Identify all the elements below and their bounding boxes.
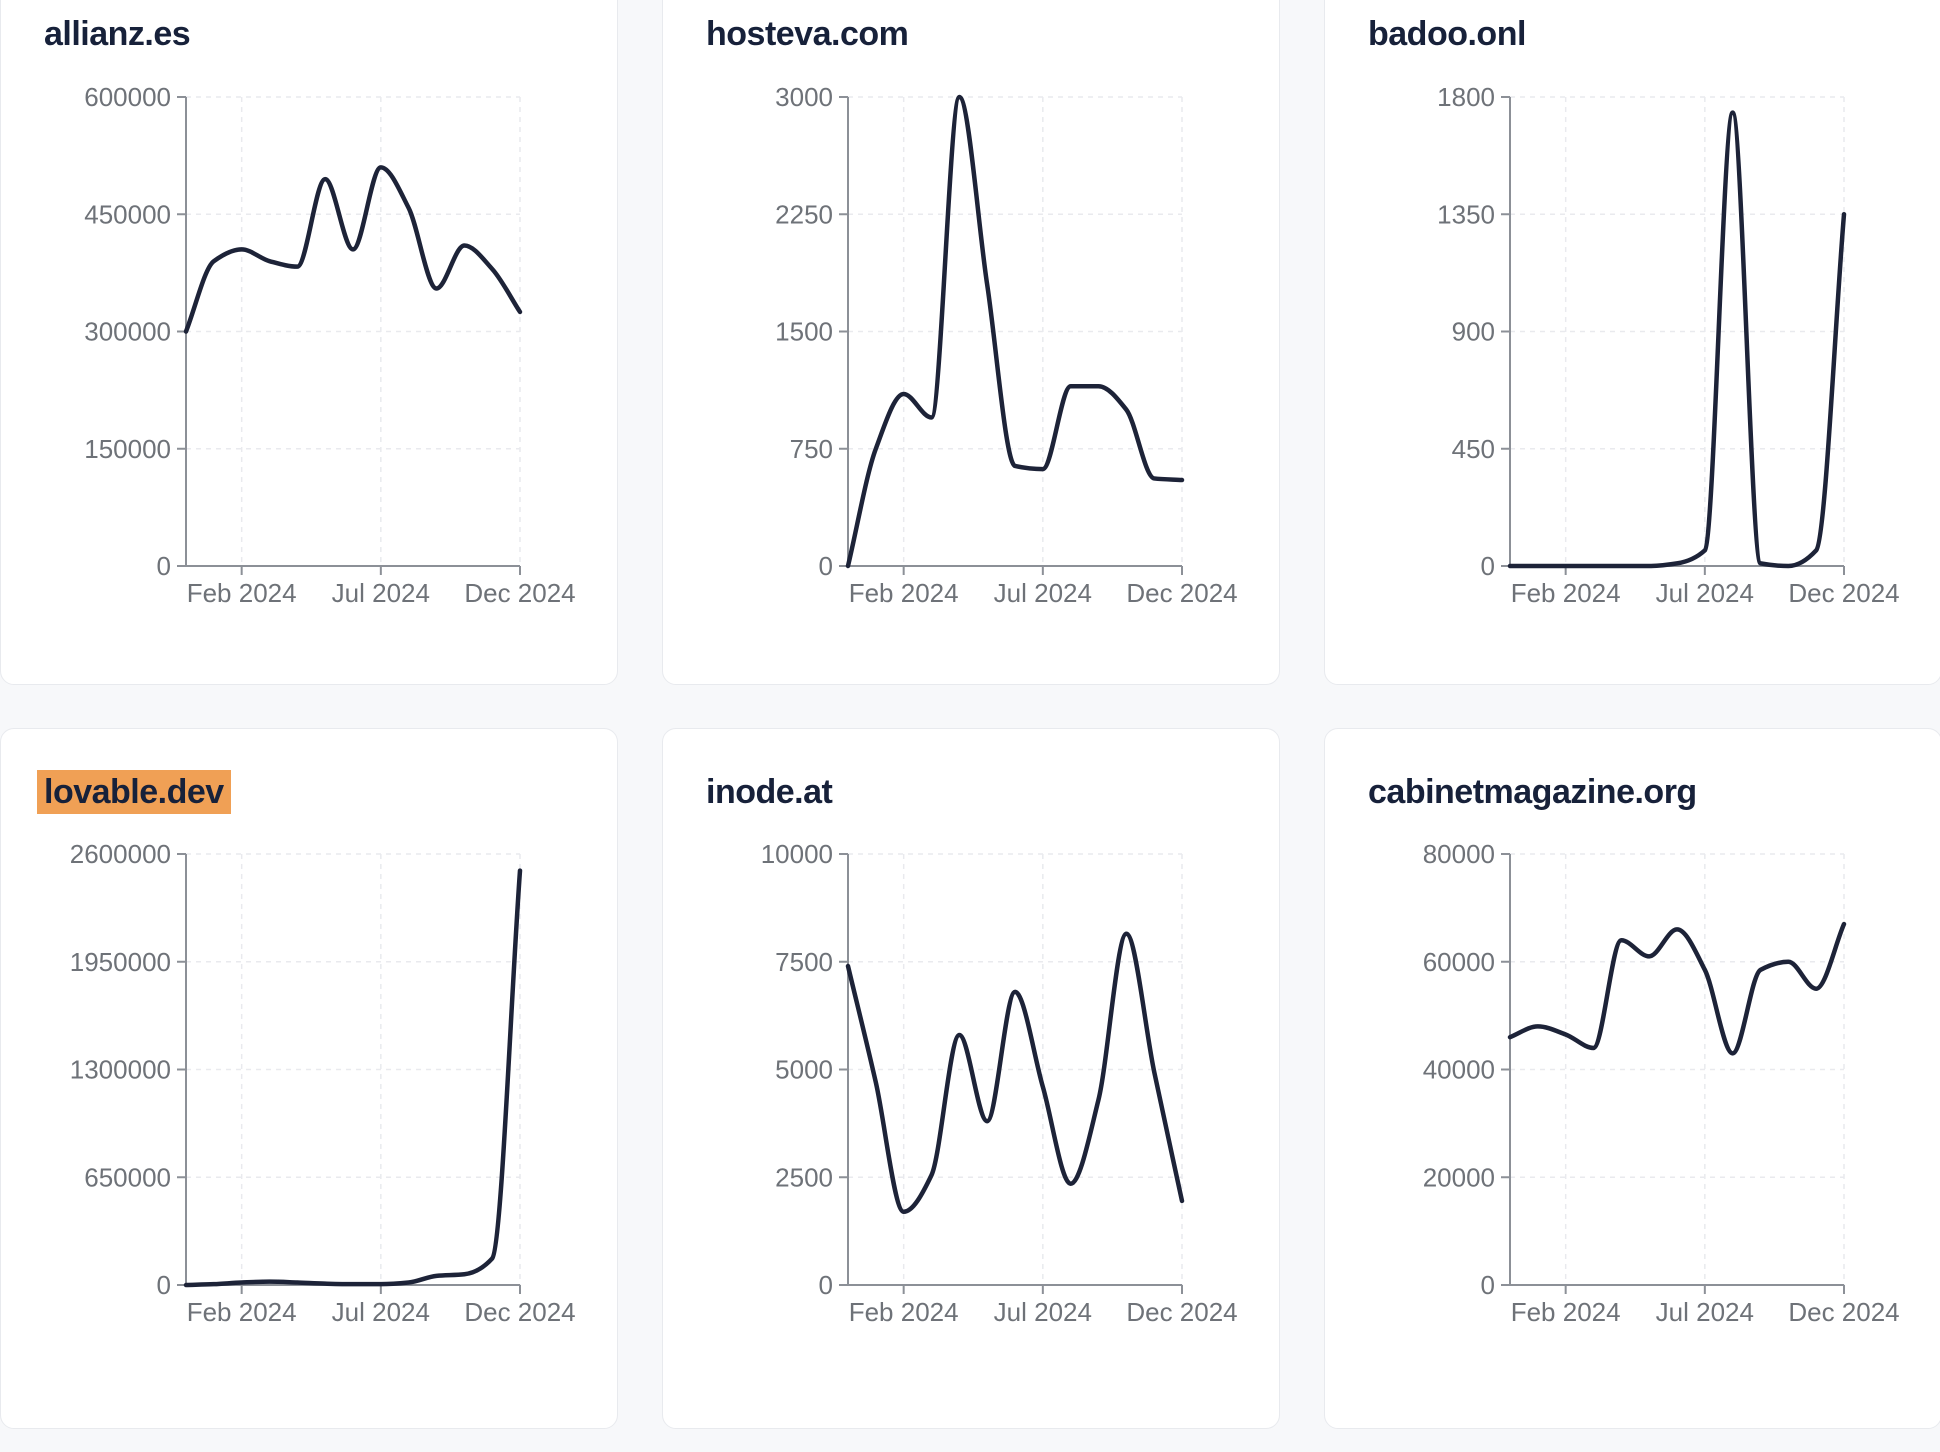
svg-text:450000: 450000 [84,199,171,229]
svg-text:750: 750 [790,434,833,464]
domain-card-hosteva-com[interactable]: hosteva.com 0 750 1500 2250 3000 Feb 2024 Jul … [662,0,1280,685]
svg-text:Jul 2024: Jul 2024 [332,578,430,608]
svg-text:3000: 3000 [775,82,833,112]
domain-title-text-highlighted: lovable.dev [37,770,231,814]
svg-text:Feb 2024: Feb 2024 [1511,1297,1621,1327]
domain-card-badoo-onl[interactable]: badoo.onl 0 450 900 1350 1800 Feb 2024 Jul 202… [1324,0,1940,685]
domain-title-text: inode.at [706,773,833,811]
svg-text:1950000: 1950000 [70,947,171,977]
domain-title-text: cabinetmagazine.org [1368,773,1697,811]
svg-text:1300000: 1300000 [70,1055,171,1085]
svg-text:900: 900 [1452,317,1495,347]
svg-text:0: 0 [1481,551,1495,581]
domain-title: hosteva.com [706,15,909,54]
svg-text:450: 450 [1452,434,1495,464]
svg-text:5000: 5000 [775,1055,833,1085]
svg-text:0: 0 [157,551,171,581]
traffic-line-chart: 0 450 900 1350 1800 Feb 2024 Jul 2024 Dec 2024 [1437,82,1900,608]
domain-card-cabinetmagazine-org[interactable]: cabinetmagazine.org 0 20000 40000 60000 8000… [1324,728,1940,1429]
svg-text:40000: 40000 [1423,1055,1495,1085]
svg-text:0: 0 [157,1270,171,1300]
svg-text:20000: 20000 [1423,1162,1495,1192]
domain-card-lovable-dev[interactable]: lovable.dev 0 650000 1300000 1950000 2600000… [0,728,618,1429]
traffic-line-chart: 0 2500 5000 7500 10000 Feb 2024 Jul 2024 Dec 20… [761,839,1238,1327]
svg-text:Jul 2024: Jul 2024 [994,578,1092,608]
svg-text:2600000: 2600000 [70,839,171,869]
svg-text:0: 0 [1481,1270,1495,1300]
traffic-line-chart: 0 150000 300000 450000 600000 Feb 2024 Jul 202… [84,82,575,608]
svg-text:60000: 60000 [1423,947,1495,977]
svg-text:7500: 7500 [775,947,833,977]
domain-card-inode-at[interactable]: inode.at 0 2500 5000 7500 10000 Feb 2024 Jul 2… [662,728,1280,1429]
svg-text:2500: 2500 [775,1162,833,1192]
svg-text:150000: 150000 [84,434,171,464]
svg-text:Feb 2024: Feb 2024 [849,578,959,608]
svg-text:2250: 2250 [775,199,833,229]
svg-text:Feb 2024: Feb 2024 [1511,578,1621,608]
domain-title: badoo.onl [1368,15,1526,54]
svg-text:1350: 1350 [1437,199,1495,229]
svg-text:1800: 1800 [1437,82,1495,112]
svg-text:80000: 80000 [1423,839,1495,869]
domain-title: lovable.dev [37,770,231,814]
svg-text:Dec 2024: Dec 2024 [1126,578,1237,608]
svg-text:Jul 2024: Jul 2024 [994,1297,1092,1327]
svg-text:Dec 2024: Dec 2024 [1126,1297,1237,1327]
svg-text:1500: 1500 [775,317,833,347]
domain-title-text: badoo.onl [1368,15,1526,53]
domain-title: cabinetmagazine.org [1368,773,1697,812]
svg-text:Jul 2024: Jul 2024 [1656,1297,1754,1327]
svg-text:Feb 2024: Feb 2024 [187,1297,297,1327]
svg-text:0: 0 [819,551,833,581]
svg-text:Dec 2024: Dec 2024 [1788,1297,1899,1327]
traffic-line-chart: 0 650000 1300000 1950000 2600000 Feb 2024 Jul … [70,839,576,1327]
svg-text:Dec 2024: Dec 2024 [464,1297,575,1327]
domain-title-text: hosteva.com [706,15,909,53]
svg-text:0: 0 [819,1270,833,1300]
domain-title-text: allianz.es [44,15,191,53]
svg-text:600000: 600000 [84,82,171,112]
svg-text:Dec 2024: Dec 2024 [1788,578,1899,608]
domain-title: allianz.es [44,15,191,54]
svg-text:Jul 2024: Jul 2024 [332,1297,430,1327]
svg-text:Dec 2024: Dec 2024 [464,578,575,608]
traffic-line-chart: 0 750 1500 2250 3000 Feb 2024 Jul 2024 Dec 2024 [775,82,1238,608]
domain-card-allianz-es[interactable]: allianz.es 0 150000 300000 450000 600000 Feb … [0,0,618,685]
svg-text:10000: 10000 [761,839,833,869]
domain-title: inode.at [706,773,833,812]
svg-text:Feb 2024: Feb 2024 [849,1297,959,1327]
traffic-line-chart: 0 20000 40000 60000 80000 Feb 2024 Jul 2024 Dec… [1423,839,1900,1327]
svg-text:Jul 2024: Jul 2024 [1656,578,1754,608]
svg-text:650000: 650000 [84,1162,171,1192]
svg-text:Feb 2024: Feb 2024 [187,578,297,608]
svg-text:300000: 300000 [84,317,171,347]
